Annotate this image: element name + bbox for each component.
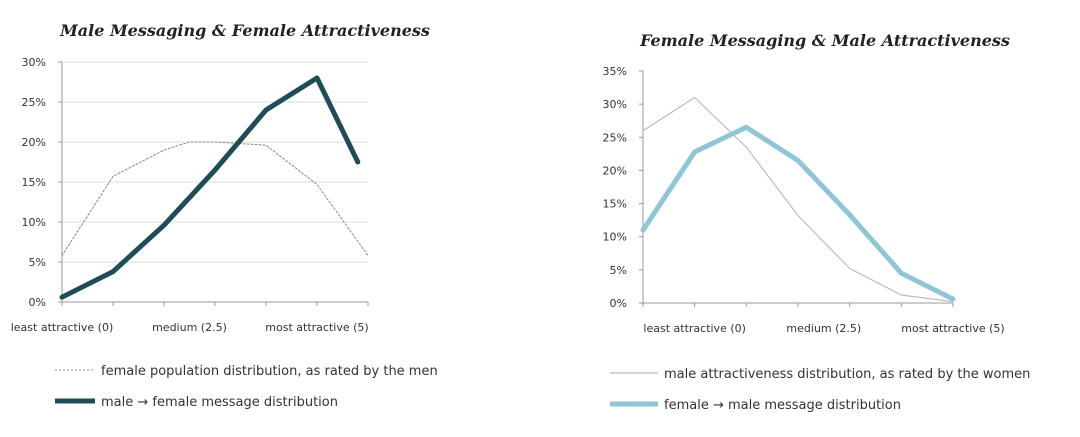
y-tick-label: 5% <box>29 256 46 269</box>
x-tick-label: most attractive (5) <box>265 321 368 334</box>
series-line-0 <box>642 96 954 303</box>
y-tick-label: 35% <box>603 65 627 78</box>
y-tick-label: 25% <box>22 96 46 109</box>
x-tick-label: medium (2.5) <box>786 322 861 335</box>
x-tick-label: medium (2.5) <box>152 321 227 334</box>
y-tick-label: 30% <box>603 98 627 111</box>
legend-label-0: male attractiveness distribution, as rat… <box>664 367 1030 382</box>
y-tick-label: 20% <box>603 164 627 177</box>
series-line-1 <box>59 75 361 300</box>
series-line-1 <box>640 124 956 302</box>
legend-label-1: male → female message distribution <box>101 395 338 410</box>
y-tick-label: 0% <box>610 297 627 310</box>
chart-title: Male Messaging & Female Attractiveness <box>59 21 430 40</box>
chart-title: Female Messaging & Male Attractiveness <box>639 31 1010 50</box>
y-tick-label: 10% <box>603 231 627 244</box>
chart-male-messaging: Male Messaging & Female Attractiveness 0%… <box>11 21 438 410</box>
legend-label-0: female population distribution, as rated… <box>101 364 438 379</box>
y-tick-label: 5% <box>610 264 627 277</box>
x-tick-label: least attractive (0) <box>643 322 746 335</box>
y-tick-label: 15% <box>22 176 46 189</box>
legend-label-1: female → male message distribution <box>664 398 901 413</box>
y-tick-label: 20% <box>22 136 46 149</box>
y-tick-label: 25% <box>603 131 627 144</box>
y-tick-label: 15% <box>603 198 627 211</box>
y-tick-label: 10% <box>22 216 46 229</box>
y-tick-label: 30% <box>22 56 46 69</box>
x-tick-label: most attractive (5) <box>901 322 1004 335</box>
y-tick-label: 0% <box>29 296 46 309</box>
x-tick-label: least attractive (0) <box>11 321 114 334</box>
series-line-0 <box>61 141 369 257</box>
chart-female-messaging: Female Messaging & Male Attractiveness 0%… <box>603 31 1031 413</box>
